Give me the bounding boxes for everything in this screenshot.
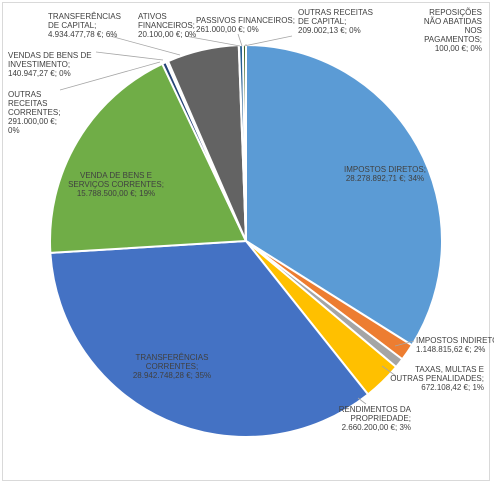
data-label-reposicoes: REPOSIÇÕES NÃO ABATIDAS NOS PAGAMENTOS; 100,… (424, 8, 482, 53)
pie-slice-impostos-diretos (245, 44, 443, 347)
leader-line-rendimentos (357, 397, 367, 405)
data-label-impostos-diretos: IMPOSTOS DIRETOS; 28.278.892,71 €; 34% (344, 165, 426, 183)
data-label-venda-bens-servicos: VENDA DE BENS E SERVIÇOS CORRENTES; 15.788… (68, 171, 164, 198)
leader-line-impostos-indiretos (394, 340, 415, 347)
data-label-taxas: TAXAS, MULTAS E OUTRAS PENALIDADES; 672.10… (390, 365, 484, 392)
data-label-transferencias-capital: TRANSFERÊNCIAS DE CAPITAL; 4.934.477,78 €;… (48, 12, 121, 39)
leader-line-transferencias-capital (109, 35, 181, 56)
pie-slice-transferencias-correntes (49, 240, 370, 438)
data-label-rendimentos: RENDIMENTOS DA PROPRIEDADE; 2.660.200,00 €… (339, 405, 412, 432)
leader-line-outras-receitas-correntes (59, 61, 161, 91)
data-label-venda-bens-investimento: VENDAS DE BENS DE INVESTIMENTO; 140.947,27… (8, 51, 92, 78)
data-label-outras-receitas-correntes: OUTRAS RECEITAS CORRENTES; 291.000,00 €; 0% (8, 90, 60, 135)
data-label-impostos-indiretos: IMPOSTOS INDIRETOS;1.148.815,62 €; 2% (416, 336, 494, 354)
data-label-outras-receitas-capital: OUTRAS RECEITAS DE CAPITAL; 209.002,13 €; … (298, 8, 373, 35)
data-label-passivos-financeiros: PASSIVOS FINANCEIROS; 261.000,00 €; 0% (196, 16, 295, 34)
leader-line-venda-bens-investimento (95, 51, 164, 61)
data-label-ativos-financeiros: ATIVOS FINANCEIROS; 20.100,00 €; 0% (138, 12, 196, 39)
leader-line-taxas (381, 365, 397, 377)
pie-slice-venda-bens-servicos (48, 62, 247, 254)
data-label-transferencias-correntes: TRANSFERÊNCIAS CORRENTES; 28.942.748,28 €;… (133, 353, 211, 380)
leader-line-outras-receitas-capital (243, 35, 293, 47)
leader-line-passivos-financeiros (237, 33, 243, 47)
leader-line-ativos-financeiros (184, 35, 241, 47)
